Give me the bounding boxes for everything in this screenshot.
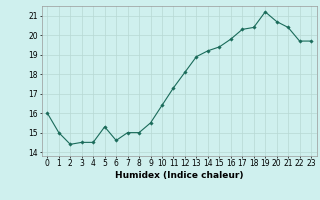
X-axis label: Humidex (Indice chaleur): Humidex (Indice chaleur)	[115, 171, 244, 180]
